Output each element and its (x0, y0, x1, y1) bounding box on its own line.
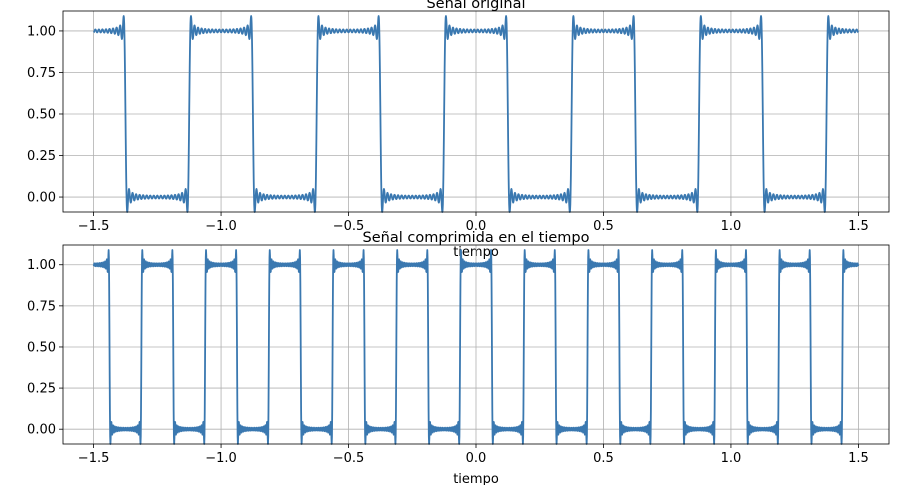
y-tick-label: 0.75 (27, 66, 56, 81)
grid (63, 245, 889, 444)
subplot-compressed: Señal comprimida en el tiempo −1.5 −1.0 −0… (27, 230, 890, 485)
y-tick-label: 0.25 (27, 149, 56, 164)
y-tick-label: 0.50 (27, 107, 56, 122)
x-tick-label: −1.0 (205, 451, 237, 466)
x-axis-label: tiempo (453, 472, 499, 485)
x-tick-label: 0.0 (466, 451, 487, 466)
series-line-group (92, 249, 860, 445)
y-tick-label: 0.00 (27, 191, 56, 206)
x-tick-label: −0.5 (333, 219, 365, 234)
y-tick-label: 0.75 (27, 299, 56, 314)
x-tick-label: 1.0 (721, 219, 742, 234)
x-tick-label: −1.5 (78, 219, 110, 234)
series-line-group (92, 15, 860, 213)
y-axis-ticks: 0.00 0.25 0.50 0.75 1.00 (27, 258, 63, 438)
series-line (92, 249, 860, 445)
chart-title: Señal original (426, 0, 525, 12)
x-tick-label: 1.0 (721, 451, 742, 466)
x-tick-label: −1.5 (78, 451, 110, 466)
x-tick-label: 1.5 (848, 451, 869, 466)
subplot-original: Señal original −1.5 −1.0 −0.5 0.0 0.5 1.0 1.5 … (27, 0, 890, 260)
y-tick-label: 0.50 (27, 340, 56, 355)
y-tick-label: 1.00 (27, 258, 56, 273)
x-tick-label: 1.5 (848, 219, 869, 234)
y-axis-ticks: 0.00 0.25 0.50 0.75 1.00 (27, 24, 63, 206)
x-tick-label: −0.5 (333, 451, 365, 466)
y-tick-label: 0.00 (27, 423, 56, 438)
x-tick-label: −1.0 (205, 219, 237, 234)
x-tick-label: 0.5 (593, 219, 614, 234)
x-axis-ticks: −1.5 −1.0 −0.5 0.0 0.5 1.0 1.5 (78, 212, 869, 234)
y-tick-label: 1.00 (27, 24, 56, 39)
series-line (92, 15, 860, 213)
x-tick-label: 0.0 (466, 219, 487, 234)
grid (63, 11, 889, 212)
y-tick-label: 0.25 (27, 382, 56, 397)
chart-title: Señal comprimida en el tiempo (363, 230, 590, 246)
x-tick-label: 0.5 (593, 451, 614, 466)
x-axis-ticks: −1.5 −1.0 −0.5 0.0 0.5 1.0 1.5 (78, 444, 869, 466)
